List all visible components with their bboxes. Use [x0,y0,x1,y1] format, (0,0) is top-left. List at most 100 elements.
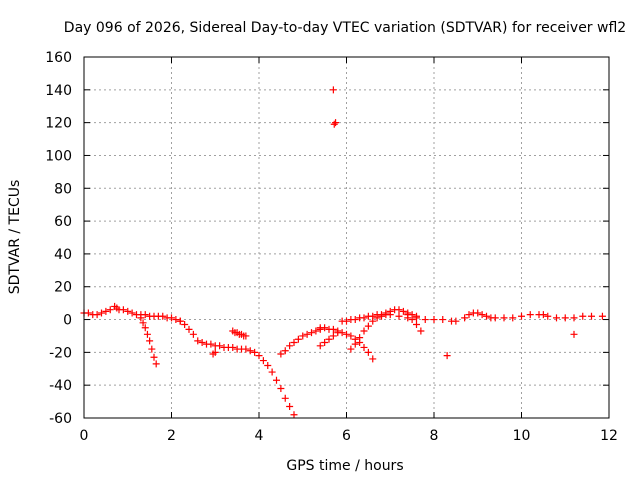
data-point [570,330,578,338]
data-point [413,314,420,322]
data-point [143,330,151,338]
data-point [443,352,451,360]
x-tick-label: 6 [342,428,351,444]
plot-frame [83,56,610,419]
data-point [526,311,534,319]
data-point [570,314,578,322]
data-point [207,340,215,348]
y-tick-label: 100 [45,148,72,164]
data-point [141,311,149,319]
data-point [281,347,289,355]
data-point [465,311,473,319]
series-outliers-5.7h [329,86,340,128]
data-point [404,314,412,322]
y-tick-label: 160 [45,50,72,66]
data-point [347,332,355,340]
data-point [325,335,333,343]
data-point [255,352,263,360]
data-point [150,353,158,361]
data-point [478,311,486,319]
data-point [312,327,320,335]
y-tick-label: 80 [54,181,72,197]
data-point [351,316,359,324]
data-point [343,330,350,338]
data-point [146,337,154,345]
data-point [500,314,508,322]
series-recovery-4.5h [277,325,324,358]
data-point [286,342,294,350]
data-point [395,312,403,320]
data-point [347,345,355,353]
data-point [128,309,136,317]
y-tick-labels: -60 -40 -20 0 20 40 60 80 100 120 140 160 [45,50,72,427]
data-point [308,329,315,337]
series-cross-5.5h [316,329,342,350]
data-point [399,307,407,315]
data-point [360,327,368,335]
series-gap-2.9h [209,348,219,358]
data-point [360,314,368,322]
data-point [321,339,329,347]
data-point [382,309,390,317]
x-tick-label: 10 [513,428,531,444]
data-point [598,312,606,320]
data-point [216,342,224,350]
y-tick-label: -60 [49,411,72,427]
data-point [561,314,569,322]
data-point [518,312,525,320]
data-point [259,357,267,365]
data-point [356,334,364,342]
data-point [290,339,298,347]
data-point [360,343,368,351]
data-point [351,340,359,348]
data-point [198,339,206,347]
data-point [474,309,482,317]
data-point [277,350,285,358]
y-tick-label: -20 [49,345,72,361]
data-point [539,311,547,319]
data-point [119,306,127,314]
data-point [364,322,372,330]
data-point [168,314,175,322]
data-point [185,325,193,333]
data-point [242,345,250,353]
data-point [148,345,156,353]
data-point [303,330,311,338]
data-point [242,332,250,340]
series-late-scatter [570,312,606,338]
data-point [364,348,372,356]
series-flat-7.5h [395,312,460,325]
data-point [334,329,342,337]
data-point [329,86,337,94]
data-point [294,335,302,343]
grid-lines [84,57,609,418]
data-point [181,320,189,328]
data-point [141,324,149,332]
data-point [509,314,517,322]
data-point [332,119,340,127]
data-point [417,327,425,335]
data-point [553,314,560,322]
y-tick-label: 40 [54,247,72,263]
y-axis-label: SDTVAR / TECUs [7,180,23,295]
data-point [452,317,460,325]
chart-title: Day 096 of 2026, Sidereal Day-to-day VTE… [64,20,626,36]
data-point [461,314,469,322]
data-point [386,307,394,315]
series-rise-6h [347,311,394,353]
y-tick-label: -40 [49,378,72,394]
data-point [159,312,167,320]
data-point [413,320,420,328]
series-decline-2.2h [176,317,202,345]
data-point [316,342,324,350]
series-baseline-early [80,302,184,325]
y-tick-label: 120 [45,116,72,132]
data-point [329,325,337,333]
data-point [194,337,202,345]
data-point [264,361,272,369]
data-point [139,319,147,327]
data-point [137,314,145,322]
data-point [246,347,254,355]
data-point [106,306,114,314]
